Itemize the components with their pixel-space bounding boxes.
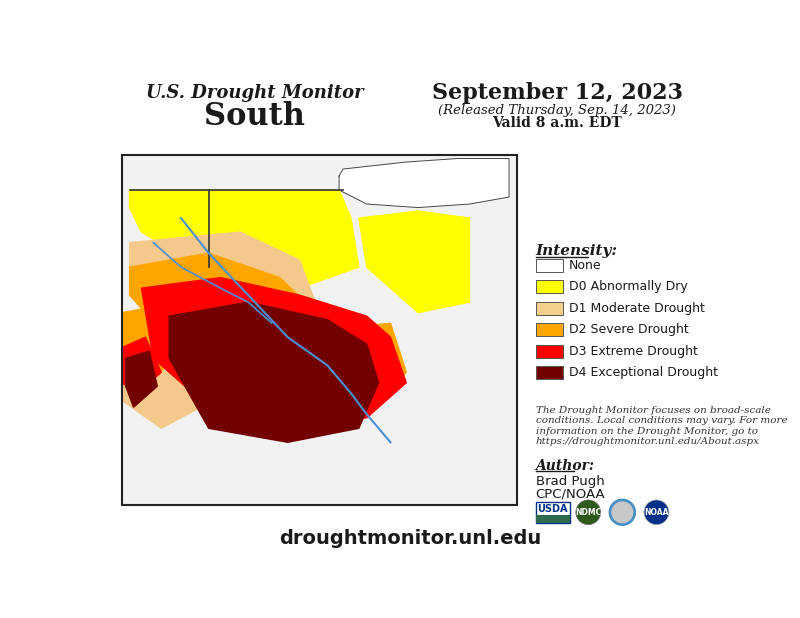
Bar [535, 323, 563, 336]
Text: Brad Pugh: Brad Pugh [535, 475, 604, 488]
Polygon shape [327, 323, 406, 400]
Text: droughtmonitor.unl.edu: droughtmonitor.unl.edu [279, 529, 541, 548]
Text: U.S. Drought Monitor: U.S. Drought Monitor [146, 85, 364, 103]
Polygon shape [130, 232, 319, 330]
Polygon shape [122, 306, 177, 383]
Polygon shape [359, 211, 470, 313]
Text: NDMC: NDMC [575, 508, 602, 517]
Circle shape [610, 500, 634, 525]
Circle shape [576, 500, 601, 525]
Text: USDA: USDA [538, 504, 568, 514]
Text: D0 Abnormally Dry: D0 Abnormally Dry [569, 280, 688, 293]
Text: D1 Moderate Drought: D1 Moderate Drought [569, 302, 705, 315]
Bar [535, 302, 563, 315]
Polygon shape [126, 351, 158, 407]
Bar [535, 258, 563, 272]
Text: D4 Exceptional Drought: D4 Exceptional Drought [569, 366, 718, 379]
Polygon shape [142, 277, 406, 428]
Text: Valid 8 a.m. EDT: Valid 8 a.m. EDT [492, 116, 622, 130]
Text: The Drought Monitor focuses on broad-scale
conditions. Local conditions may vary: The Drought Monitor focuses on broad-sca… [535, 406, 787, 446]
Polygon shape [169, 302, 378, 442]
Text: South: South [205, 101, 306, 132]
Bar [122, 155, 517, 506]
Circle shape [644, 500, 669, 525]
Text: September 12, 2023: September 12, 2023 [432, 82, 682, 104]
Bar [535, 502, 570, 523]
Text: D2 Severe Drought: D2 Severe Drought [569, 323, 689, 336]
Text: (Released Thursday, Sep. 14, 2023): (Released Thursday, Sep. 14, 2023) [438, 104, 676, 117]
Text: D3 Extreme Drought: D3 Extreme Drought [569, 345, 698, 358]
Bar [535, 280, 563, 293]
Bar [535, 345, 563, 358]
Text: NOAA: NOAA [644, 508, 669, 517]
Polygon shape [130, 190, 359, 288]
Text: CPC/NOAA: CPC/NOAA [535, 488, 605, 501]
Bar [535, 515, 570, 523]
Polygon shape [339, 158, 509, 208]
Polygon shape [122, 337, 162, 393]
Text: Author:: Author: [535, 459, 594, 473]
Text: None: None [569, 258, 602, 272]
Polygon shape [130, 253, 327, 358]
Bar [122, 155, 517, 506]
Polygon shape [122, 337, 201, 428]
Text: Intensity:: Intensity: [535, 244, 618, 258]
Bar [535, 366, 563, 379]
